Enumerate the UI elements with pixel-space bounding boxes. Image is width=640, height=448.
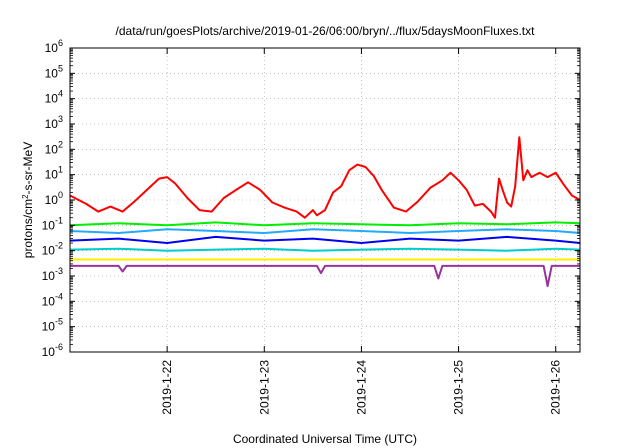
chart-title: /data/run/goesPlots/archive/2019-01-26/0… — [116, 24, 536, 38]
y-axis-label: protons/cm2-s-sr-MeV — [21, 142, 36, 258]
series-line-7 — [70, 264, 580, 288]
x-tick-label: 2019-1-25 — [452, 360, 466, 415]
x-axis-ticks: 2019-1-22 2019-1-23 2019-1-24 2019-1-25 2019… — [160, 48, 563, 415]
x-tick-label: 2019-1-26 — [549, 360, 563, 415]
x-axis-label: Coordinated Universal Time (UTC) — [233, 432, 417, 446]
series-line-2 — [70, 221, 580, 227]
x-tick-label: 2019-1-23 — [257, 360, 271, 415]
y-tick-label: 10-6 — [42, 342, 63, 359]
y-tick-label: 101 — [45, 165, 63, 182]
series-line-5 — [70, 247, 580, 252]
y-tick-label: 106 — [45, 38, 63, 55]
y-axis-label-main: protons/cm — [21, 199, 35, 258]
y-tick-label: 105 — [45, 63, 63, 80]
y-axis-label-superscript: 2 — [21, 194, 30, 199]
x-tick-label: 2019-1-22 — [160, 360, 174, 415]
series-line-4 — [70, 235, 580, 244]
y-axis-ticks: 10-6 10-5 10-4 10-3 10-2 10-1 100 101 102 103 104 1… — [42, 38, 580, 359]
y-tick-label: 104 — [45, 89, 63, 106]
y-axis-label-rest: -s-sr-MeV — [21, 142, 35, 195]
y-tick-label: 10-3 — [42, 266, 63, 283]
series-line-1 — [70, 136, 580, 219]
plot-frame — [69, 47, 581, 353]
y-tick-label: 102 — [45, 139, 63, 156]
grid — [70, 48, 580, 352]
y-tick-label: 10-2 — [42, 241, 63, 258]
y-tick-label: 100 — [45, 190, 63, 207]
series-line-3 — [70, 228, 580, 234]
series-layer — [70, 136, 580, 288]
y-tick-label: 10-5 — [42, 317, 63, 334]
x-tick-label: 2019-1-24 — [354, 360, 368, 415]
y-tick-label: 103 — [45, 114, 63, 131]
y-tick-label: 10-1 — [42, 215, 63, 232]
y-tick-label: 10-4 — [42, 291, 63, 308]
